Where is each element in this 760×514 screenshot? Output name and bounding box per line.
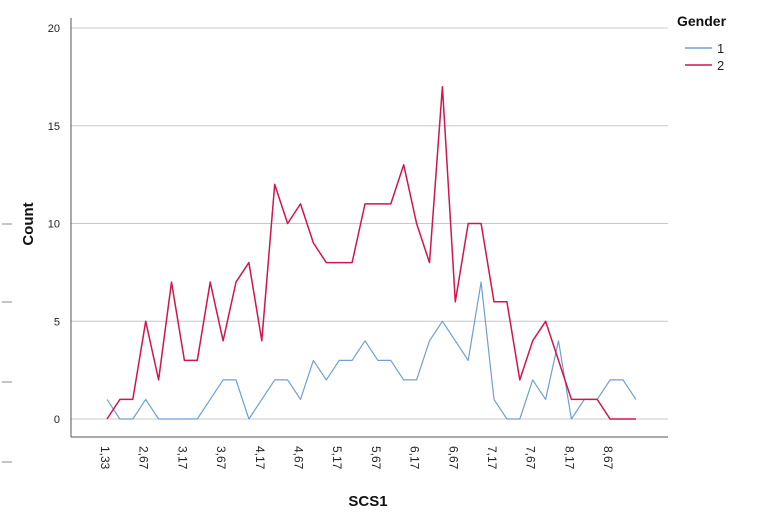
y-tick-label: 5 xyxy=(54,316,60,328)
x-tick-label: 6,67 xyxy=(446,446,460,470)
y-tick-label: 15 xyxy=(48,121,60,133)
series-lines xyxy=(106,85,637,420)
y-tick-label: 0 xyxy=(54,414,60,426)
x-tick-label: 7,17 xyxy=(485,446,499,470)
x-tick-label: 5,67 xyxy=(369,446,383,470)
legend-title: Gender xyxy=(677,13,727,29)
x-tick-label: 4,67 xyxy=(292,446,306,470)
left-edge-marks xyxy=(2,223,12,463)
legend-label-1: 1 xyxy=(717,41,724,56)
x-tick-label: 6,17 xyxy=(408,446,422,470)
x-tick-label: 1,33 xyxy=(98,446,112,470)
series-line-1 xyxy=(106,281,637,420)
x-tick-label: 4,17 xyxy=(253,446,267,470)
x-tick-label: 8,67 xyxy=(601,446,615,470)
x-tick-label: 2,67 xyxy=(137,446,151,470)
x-axis-title: SCS1 xyxy=(348,493,387,510)
x-tick-label: 7,67 xyxy=(524,446,538,470)
axes xyxy=(70,18,668,438)
x-tick-label: 3,67 xyxy=(214,446,228,470)
y-tick-label: 20 xyxy=(48,23,60,35)
legend-label-2: 2 xyxy=(717,58,724,73)
x-tick-label: 3,17 xyxy=(175,446,189,470)
grid-lines xyxy=(71,27,668,420)
legend: Gender 1 2 xyxy=(677,13,727,73)
y-axis-ticks: 0 5 10 15 20 xyxy=(48,23,60,426)
y-tick-label: 10 xyxy=(48,219,60,231)
series-line-2 xyxy=(106,85,636,420)
x-tick-label: 5,17 xyxy=(330,446,344,470)
y-axis-title: Count xyxy=(20,202,37,245)
x-axis-ticks: 1,33 2,67 3,17 3,67 4,17 4,67 5,17 5,67 6,17 6,67… xyxy=(98,446,615,470)
x-tick-label: 8,17 xyxy=(562,446,576,470)
